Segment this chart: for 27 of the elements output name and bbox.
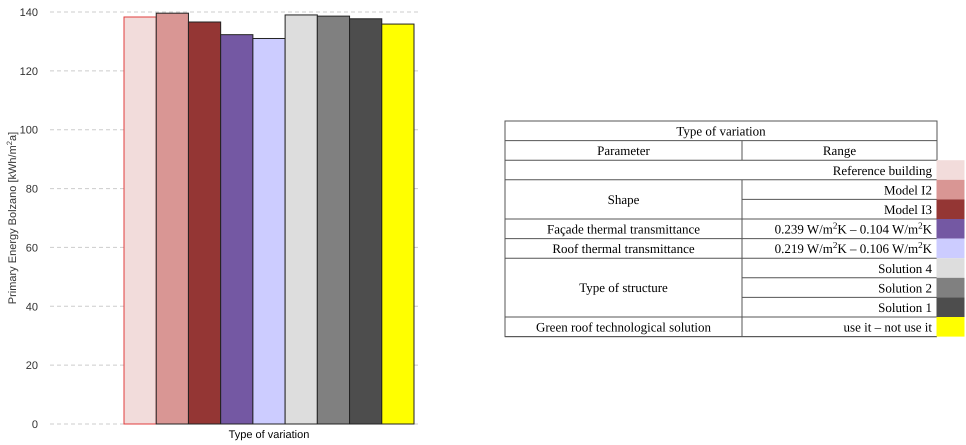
text: Roof thermal transmittance — [552, 240, 695, 256]
legend-label: Reference building — [832, 162, 932, 178]
y-tick-label: 60 — [26, 242, 38, 254]
legend-label: Solution 4 — [878, 260, 932, 276]
y-tick-label: 40 — [26, 301, 38, 314]
y-tick-label: 100 — [20, 124, 38, 137]
text: Parameter — [597, 143, 651, 158]
y-tick-label: 80 — [26, 184, 38, 196]
y-tick-label: 120 — [20, 66, 38, 78]
text: Shape — [608, 192, 640, 207]
text: Green roof technological solution — [536, 319, 712, 334]
legend-label: use it – not use it — [844, 320, 932, 335]
text: Type of structure — [579, 280, 668, 296]
legend-label: Solution 1 — [878, 300, 932, 315]
legend-label: 0.239 W/m$^{2}$K – 0.104 W/m$^{2}$K — [774, 220, 933, 237]
y-tick-label: 20 — [26, 360, 38, 372]
legend-label: Solution 2 — [878, 280, 932, 296]
y-tick-label: 0 — [32, 419, 38, 431]
text: Façade thermal transmittance — [546, 221, 700, 236]
y-tick-label: 140 — [20, 7, 38, 19]
x-axis-title: Type of variation — [228, 429, 310, 441]
text: Range — [822, 143, 856, 158]
legend-label: Model I3 — [884, 202, 932, 217]
legend-label: 0.219 W/m$^{2}$K – 0.106 W/m$^{2}$K — [774, 240, 933, 256]
bar — [124, 16, 157, 424]
legend-title: Type of variation — [676, 124, 766, 139]
legend-label: Model I2 — [884, 182, 932, 198]
